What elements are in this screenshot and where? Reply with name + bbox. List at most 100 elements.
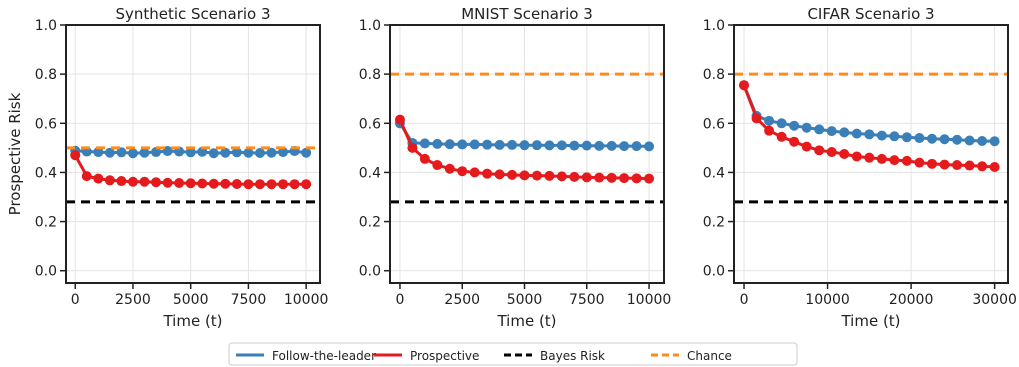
panel-3-prospective-point-6 — [814, 145, 825, 156]
panel-2-follow-the-leader-point-14 — [569, 140, 580, 151]
panel-1-ytick-label-3: 0.6 — [35, 116, 57, 132]
panel-1-prospective-point-15 — [243, 179, 254, 190]
panel-1-xtick-label-4: 10000 — [284, 292, 329, 308]
panel-3-follow-the-leader-point-12 — [889, 131, 900, 142]
panel-2-ytick-label-1: 0.2 — [359, 215, 381, 231]
panel-3-prospective-point-3 — [776, 131, 787, 142]
legend-item-bayes-risk: Bayes Risk — [504, 349, 605, 363]
panel-3-follow-the-leader-point-13 — [901, 132, 912, 143]
panel-1-ytick-label-1: 0.2 — [35, 215, 57, 231]
panel-1-prospective-point-4 — [116, 176, 127, 187]
legend-label-chance: Chance — [687, 349, 732, 363]
panel-3-follow-the-leader-point-3 — [776, 118, 787, 129]
panel-2-prospective-point-0 — [394, 114, 405, 125]
panel-2-follow-the-leader-point-4 — [444, 139, 455, 150]
panel-3-series — [734, 72, 1008, 204]
panel-3-prospective-point-9 — [851, 151, 862, 162]
panel-2-x-axis: 0 2500 5000 7500 10000 — [396, 283, 671, 308]
panel-1-prospective-point-13 — [220, 178, 231, 189]
panel-1-title: Synthetic Scenario 3 — [115, 5, 270, 23]
legend-item-follow-the-leader: Follow-the-leader — [236, 349, 376, 363]
legend-item-chance: Chance — [651, 349, 732, 363]
panel-3-prospective-point-17 — [952, 160, 963, 171]
panel-1-prospective-point-1 — [81, 171, 92, 182]
legend-label-prospective: Prospective — [410, 349, 479, 363]
panel-3-prospective-point-19 — [977, 161, 988, 172]
panel-2-grid — [390, 24, 664, 283]
panel-2-follow-the-leader-point-15 — [581, 140, 592, 151]
panel-3-ytick-label-3: 0.6 — [703, 116, 725, 132]
panel-2-prospective-point-15 — [581, 172, 592, 183]
panel-1-ytick-label-0: 0.0 — [35, 264, 57, 280]
panel-1-follow-the-leader-point-5 — [127, 148, 138, 159]
panel-3-prospective-point-14 — [914, 157, 925, 168]
panel-1-follow-the-leader-point-3 — [104, 147, 115, 158]
panel-3-prospective-point-18 — [964, 160, 975, 171]
panel-1-follow-the-leader-point-14 — [231, 147, 242, 158]
panel-2-series — [390, 72, 664, 204]
panel-1-follow-the-leader-point-18 — [278, 147, 289, 158]
panel-3-follow-the-leader-point-19 — [977, 135, 988, 146]
panel-2-follow-the-leader-point-18 — [619, 141, 630, 152]
panel-3-prospective-point-12 — [889, 155, 900, 166]
panel-2-follow-the-leader-point-6 — [469, 139, 480, 150]
legend-item-prospective: Prospective — [374, 349, 479, 363]
panel-2-follow-the-leader-point-2 — [419, 138, 430, 149]
panel-2-ytick-label-5: 1.0 — [359, 18, 381, 34]
panel-3-frame — [733, 24, 1009, 284]
panel-1-follow-the-leader-point-20 — [301, 147, 312, 158]
panel-3-follow-the-leader-point-4 — [789, 120, 800, 131]
panel-3-follow-the-leader-point-7 — [826, 126, 837, 137]
panel-2-prospective-point-5 — [457, 166, 468, 177]
chart-panel-2: 0 2500 5000 7500 10000 0.0 0.2 0.4 0.6 0.8 1.0 MNIS… — [359, 5, 672, 330]
panel-2-prospective-point-20 — [644, 173, 655, 184]
panel-2-prospective-point-4 — [444, 163, 455, 174]
panel-1-prospective-point-18 — [278, 179, 289, 190]
panel-1-follow-the-leader-point-17 — [266, 147, 277, 158]
panel-3-follow-the-leader-point-11 — [876, 130, 887, 141]
panel-2-prospective-point-9 — [507, 169, 518, 180]
panel-2-follow-the-leader-point-8 — [494, 139, 505, 150]
panel-3-xtick-label-1: 10000 — [805, 292, 850, 308]
panel-3-follow-the-leader-point-6 — [814, 124, 825, 135]
panel-3-prospective-point-7 — [826, 147, 837, 158]
panel-1-prospective-point-12 — [208, 178, 219, 189]
panel-2-follow-the-leader-point-5 — [457, 139, 468, 150]
panel-1-xlabel: Time (t) — [162, 312, 222, 330]
panel-3-ytick-label-4: 0.8 — [703, 67, 725, 83]
panel-3-y-axis: 0.0 0.2 0.4 0.6 0.8 1.0 — [703, 18, 734, 280]
panel-2-xtick-label-2: 5000 — [507, 292, 543, 308]
panel-1-follow-the-leader-point-8 — [162, 146, 173, 157]
panel-3-prospective-point-10 — [864, 152, 875, 163]
panel-3-follow-the-leader-point-15 — [926, 133, 937, 144]
panel-2-follow-the-leader-point-3 — [432, 138, 443, 149]
panel-2-follow-the-leader-point-12 — [544, 140, 555, 151]
panel-2-title: MNIST Scenario 3 — [461, 5, 593, 23]
panel-3-prospective-point-5 — [801, 141, 812, 152]
panel-3-prospective-point-13 — [901, 155, 912, 166]
panel-1-prospective-point-11 — [197, 178, 208, 189]
panel-3-xtick-label-2: 20000 — [889, 292, 934, 308]
panel-3-x-axis: 0 10000 20000 30000 — [740, 283, 1017, 308]
panel-1-x-axis: 0 2500 5000 7500 10000 — [71, 283, 329, 308]
panel-3-xlabel: Time (t) — [840, 312, 900, 330]
panel-1-prospective-point-20 — [301, 179, 312, 190]
panel-2-prospective-point-8 — [494, 169, 505, 180]
panel-2-ytick-label-0: 0.0 — [359, 264, 381, 280]
panel-1-prospective-point-10 — [185, 178, 196, 189]
chart-panel-3: 0 10000 20000 30000 0.0 0.2 0.4 0.6 0.8 1.0 CIFAR … — [703, 5, 1017, 330]
panel-2-ytick-label-4: 0.8 — [359, 67, 381, 83]
panel-1-follow-the-leader-point-7 — [151, 147, 162, 158]
panel-2-follow-the-leader-point-11 — [531, 140, 542, 151]
panel-2-prospective-point-3 — [432, 160, 443, 171]
panel-1-prospective-point-19 — [289, 179, 300, 190]
panel-1-follow-the-leader-point-6 — [139, 147, 150, 158]
legend-label-bayes-risk: Bayes Risk — [540, 349, 605, 363]
panel-3-prospective-point-4 — [789, 136, 800, 147]
panel-3-prospective-point-8 — [839, 149, 850, 159]
panel-1-follow-the-leader-point-15 — [243, 147, 254, 158]
panel-1-xtick-label-2: 5000 — [173, 292, 209, 308]
panel-3-follow-the-leader-point-16 — [939, 134, 950, 145]
panel-2-follow-the-leader-point-20 — [644, 141, 655, 152]
